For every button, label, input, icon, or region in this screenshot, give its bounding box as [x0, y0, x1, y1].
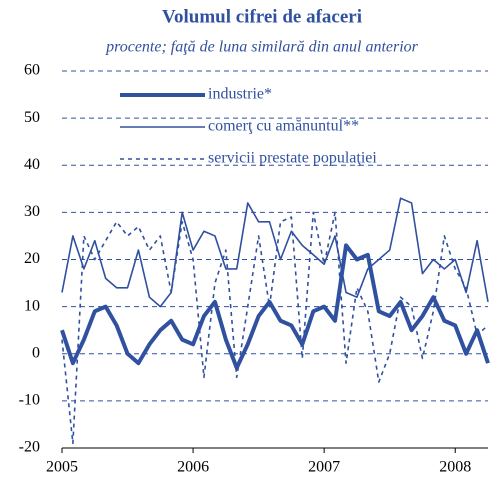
y-tick-label: 40 — [24, 156, 40, 173]
y-tick-label: -10 — [19, 392, 40, 409]
series-line — [61, 211, 489, 445]
x-tick-label: 2005 — [46, 459, 78, 476]
legend-label: industrie* — [208, 86, 272, 103]
y-tick-label: 30 — [24, 203, 40, 220]
x-tick-label: 2007 — [308, 459, 340, 476]
chart-title: Volumul cifrei de afaceri — [162, 6, 362, 27]
chart-subtitle: procente; faţă de luna similară din anul… — [105, 39, 419, 56]
y-tick-label: 50 — [24, 109, 40, 126]
y-tick-label: -20 — [19, 439, 40, 456]
series-line — [60, 243, 490, 370]
series-line — [61, 197, 489, 308]
legend-label: comerţ cu amănuntul** — [208, 118, 359, 135]
y-tick-label: 10 — [24, 297, 40, 314]
y-tick-label: 60 — [24, 62, 40, 79]
y-tick-label: 20 — [24, 250, 40, 267]
x-tick-label: 2006 — [177, 459, 209, 476]
y-tick-label: 0 — [32, 344, 40, 361]
legend-label: servicii prestate populaţiei — [208, 150, 377, 167]
x-tick-label: 2008 — [439, 459, 471, 476]
